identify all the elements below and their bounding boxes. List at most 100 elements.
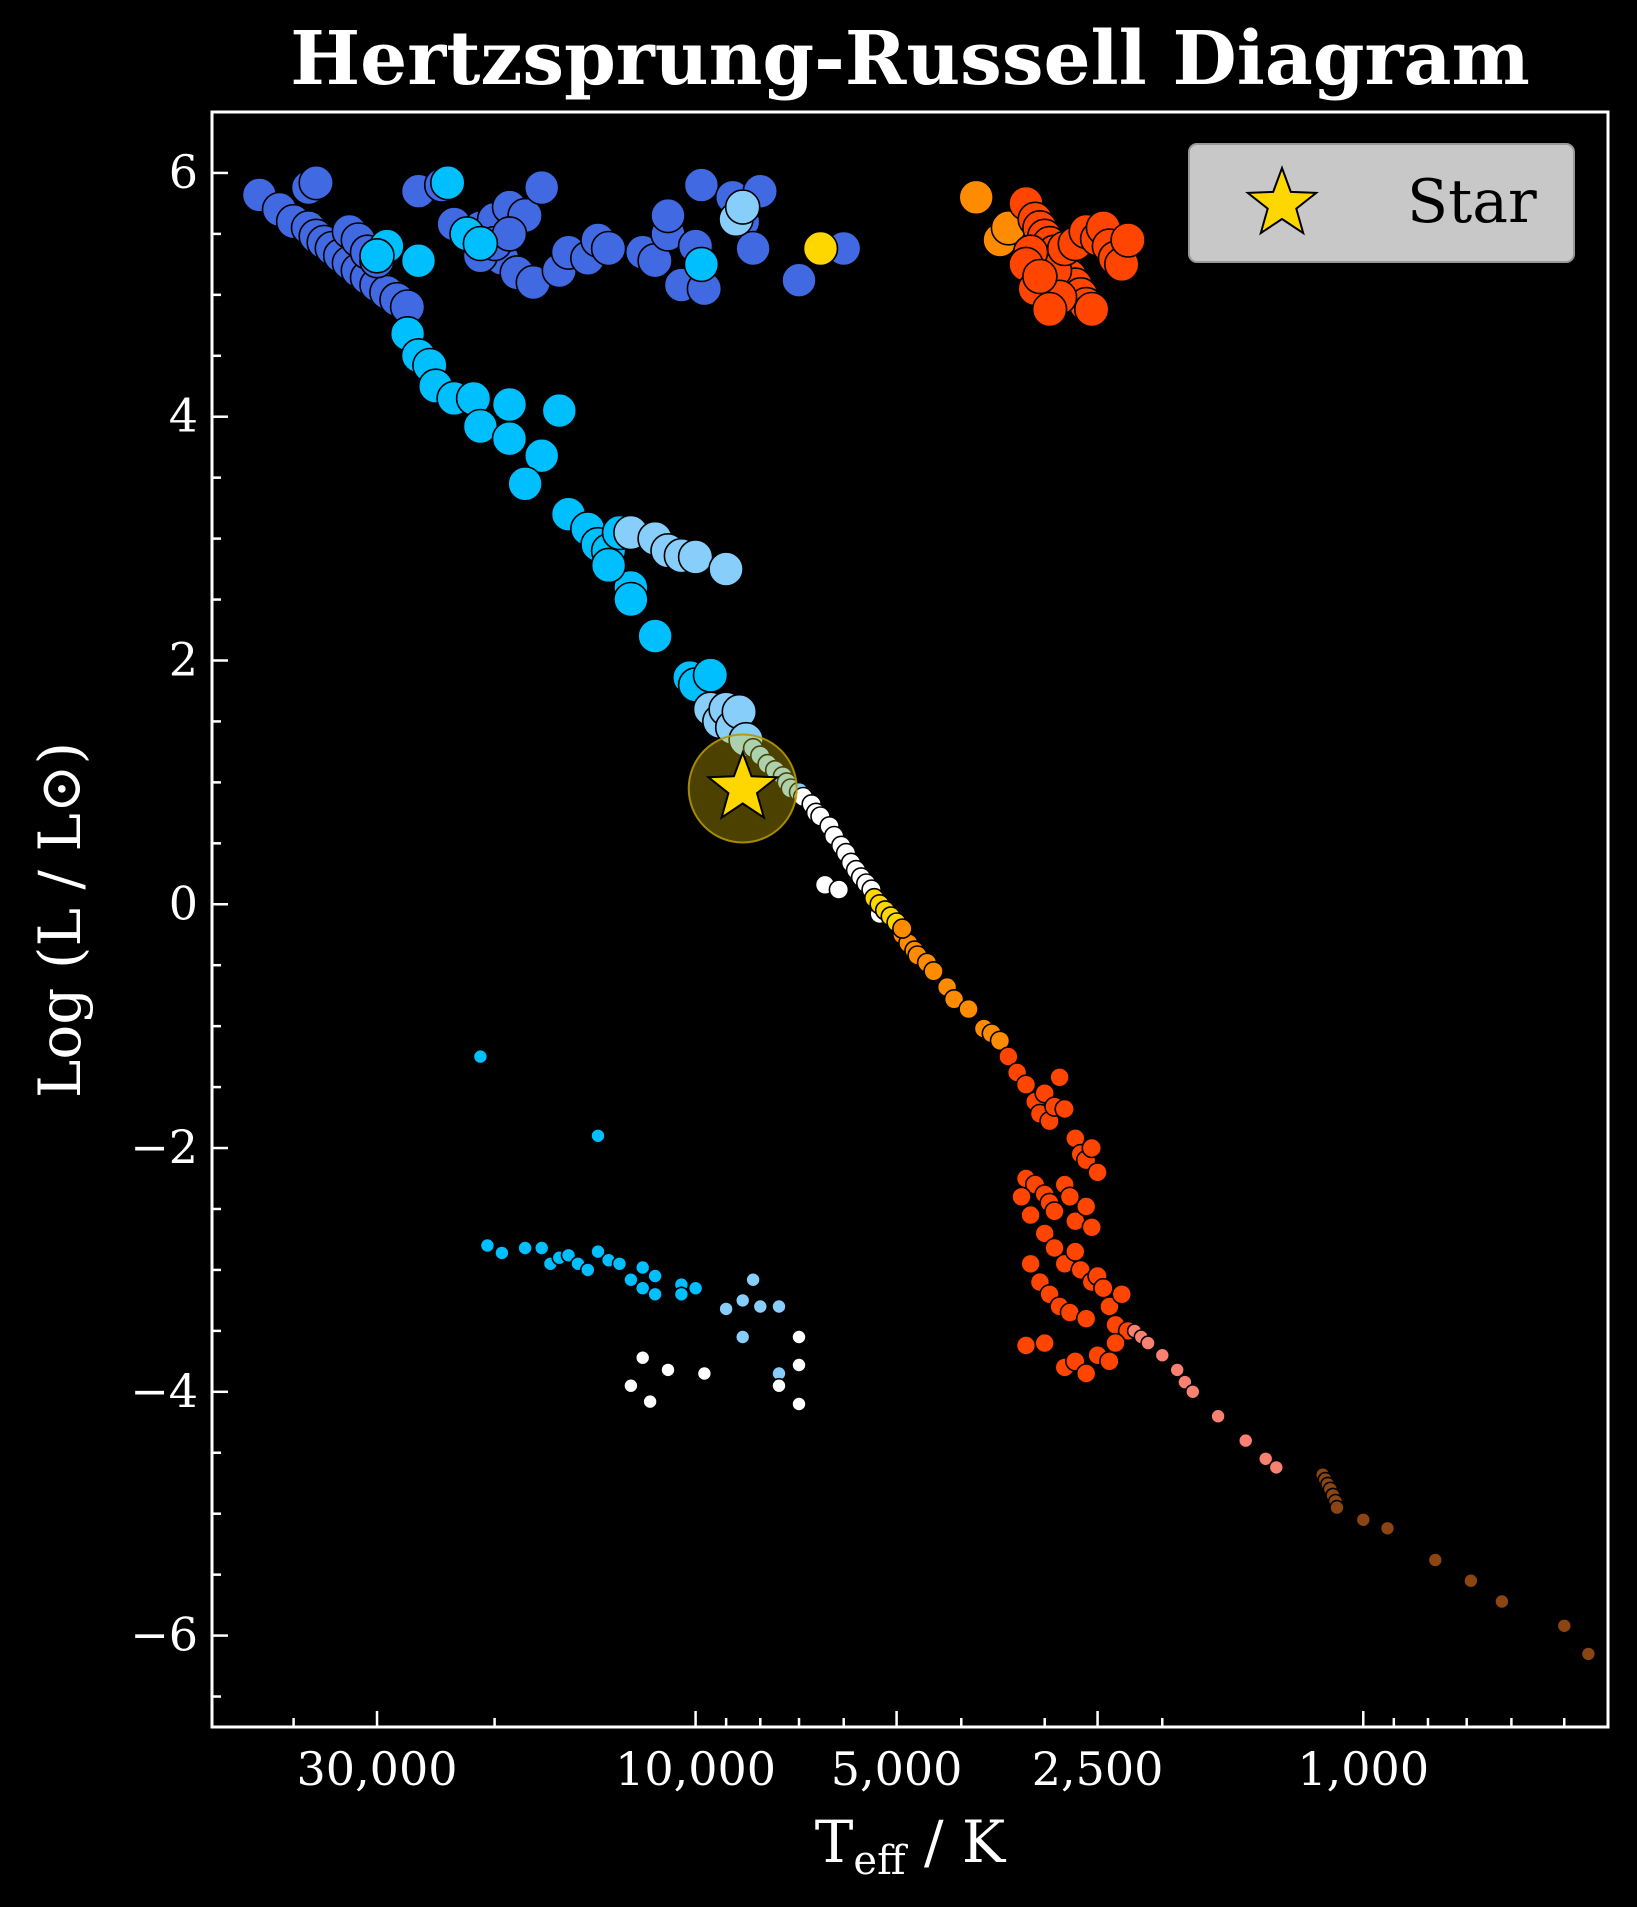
data-point-supergiants_blue: [590, 230, 627, 267]
data-point-main_sequence_red: [1105, 1332, 1126, 1354]
data-point-cool_dwarfs_salmon: [1154, 1347, 1171, 1363]
data-point-main_sequence_red: [1044, 1237, 1065, 1259]
x-tick-label: 10,000: [615, 1742, 776, 1796]
data-point-supergiants_cyan: [400, 242, 437, 279]
data-point-white_dwarfs_cyan: [590, 1128, 606, 1144]
data-point-cool_dwarfs_salmon: [1210, 1408, 1226, 1424]
axis-ticks: [212, 171, 1566, 1727]
data-point-brown_dwarfs: [1355, 1512, 1372, 1528]
data-point-supergiants_cyan: [683, 246, 720, 283]
data-point-white_dwarfs_lightblue: [734, 1329, 751, 1345]
data-point-main_sequence_red: [1044, 1201, 1065, 1222]
legend-star-icon: [1245, 165, 1319, 236]
data-point-white_dwarfs_cyan: [590, 1243, 606, 1260]
data-point-main_sequence_red: [1049, 1067, 1070, 1088]
data-point-white_dwarfs_lightblue: [734, 1292, 751, 1309]
data-point-supergiant_yellow: [802, 230, 839, 267]
y-tick-labels: 6 4 2 0 −2 −4 −6: [130, 145, 198, 1662]
data-point-cool_dwarfs_salmon: [1140, 1335, 1156, 1351]
highlight-star-layer: [687, 733, 798, 844]
data-point-main_sequence_red: [1099, 1351, 1120, 1372]
data-point-cool_dwarfs_salmon: [1257, 1451, 1274, 1467]
data-point-supergiants_cyan: [507, 465, 543, 502]
data-point-main_sequence_orange: [892, 918, 913, 939]
y-tick-label: 4: [169, 389, 198, 443]
data-point-white_dwarfs_cyan: [634, 1259, 651, 1276]
data-point-main_sequence_red: [1015, 1335, 1037, 1356]
data-point-white_dwarfs_white: [623, 1377, 639, 1394]
data-point-main_sequence_red: [1093, 1277, 1114, 1299]
x-tick-label: 1,000: [1297, 1742, 1429, 1796]
data-point-main_sequence_red: [1099, 1296, 1120, 1317]
data-point-white_dwarfs_lightblue: [718, 1301, 734, 1317]
data-point-supergiants_cyan: [462, 225, 499, 262]
data-point-supergiants_orange: [958, 179, 995, 216]
data-point-white_dwarfs_cyan: [647, 1286, 663, 1303]
legend-box: [1188, 143, 1575, 263]
data-point-white_dwarfs_cyan: [533, 1240, 550, 1256]
data-point-white_dwarfs_cyan: [579, 1262, 596, 1278]
data-point-cool_dwarfs_salmon: [1185, 1384, 1201, 1400]
data-point-supergiants_blue: [298, 164, 335, 201]
data-point-supergiants_cyan: [541, 392, 578, 429]
data-point-main_sequence_red: [1081, 1217, 1103, 1238]
data-point-supergiants_red: [1074, 291, 1110, 328]
data-point-brown_dwarfs: [1463, 1572, 1479, 1589]
y-axis-label: Log (L / L⊙): [26, 742, 94, 1098]
y-tick-label: 0: [169, 876, 198, 930]
data-point-main_sequence_red: [1087, 1162, 1108, 1183]
data-point-white_dwarfs_cyan: [517, 1240, 533, 1256]
x-tick-label: 30,000: [297, 1742, 458, 1796]
data-point-cool_dwarfs_salmon: [1237, 1432, 1254, 1449]
data-point-main_sequence_red: [1075, 1363, 1097, 1384]
data-point-white_dwarfs_white: [771, 1377, 787, 1394]
data-point-supergiants_blue: [735, 230, 771, 267]
y-tick-label: −6: [130, 1608, 198, 1662]
data-point-main_sequence_orange: [989, 1030, 1011, 1052]
y-tick-label: −2: [130, 1120, 198, 1174]
y-tick-label: 6: [169, 145, 198, 199]
data-point-main_sequence_red: [1015, 1074, 1037, 1095]
plot-frame: [210, 110, 1610, 1729]
data-point-white_dwarfs_lightblue: [752, 1298, 769, 1315]
data-point-white_dwarfs_cyan: [560, 1247, 577, 1264]
data-point-main_sequence_red: [1075, 1308, 1097, 1329]
data-point-white_dwarfs_white: [642, 1393, 658, 1410]
x-tick-label: 5,000: [831, 1742, 963, 1796]
data-point-main_sequence_orange: [923, 960, 944, 982]
data-point-main_sequence_red: [1020, 1253, 1041, 1275]
data-point-white_dwarfs_white: [791, 1329, 807, 1345]
data-point-main_sequence_orange: [943, 988, 965, 1010]
data-point-supergiants_cyan: [491, 386, 528, 423]
data-point-supergiants_cyan: [359, 238, 395, 274]
data-point-main_sequence_red: [1034, 1332, 1055, 1354]
data-point-main_sequence_red: [1034, 1223, 1055, 1244]
data-point-supergiants_blue: [683, 167, 720, 203]
data-point-supergiants_cyan: [692, 657, 729, 693]
data-point-main_sequence_red: [1065, 1241, 1086, 1262]
data-point-supergiants_cyan: [491, 420, 528, 457]
data-point-brown_dwarfs: [1329, 1499, 1345, 1516]
data-point-cool_dwarfs_salmon: [1169, 1362, 1185, 1378]
data-point-supergiants_blue: [523, 169, 560, 206]
data-point-white_dwarfs_cyan: [494, 1245, 510, 1261]
data-point-white_dwarfs_cyan: [647, 1268, 663, 1284]
data-point-white_dwarfs_white: [696, 1365, 713, 1382]
data-point-supergiants_red: [1022, 258, 1058, 295]
x-tick-label: 2,500: [1032, 1742, 1164, 1796]
data-point-supergiants_blue: [781, 262, 817, 299]
y-tick-label: −4: [130, 1364, 198, 1418]
data-point-white_dwarfs_cyan: [623, 1271, 639, 1288]
data-point-white_dwarfs_cyan: [634, 1280, 651, 1296]
legend-star-marker: [1245, 165, 1319, 236]
data-point-main_sequence_red: [998, 1046, 1019, 1067]
chart-title: Hertzsprung-Russell Diagram: [290, 16, 1530, 102]
data-point-main_sequence_white: [828, 879, 850, 900]
data-point-supergiants_red: [1110, 222, 1146, 258]
data-point-white_dwarfs_cyan: [611, 1256, 628, 1272]
data-point-supergiants_blue: [650, 197, 686, 234]
data-point-cool_dwarfs_salmon: [1268, 1459, 1285, 1476]
data-point-brown_dwarfs: [1427, 1552, 1444, 1568]
data-point-giants_lightblue: [677, 539, 714, 575]
